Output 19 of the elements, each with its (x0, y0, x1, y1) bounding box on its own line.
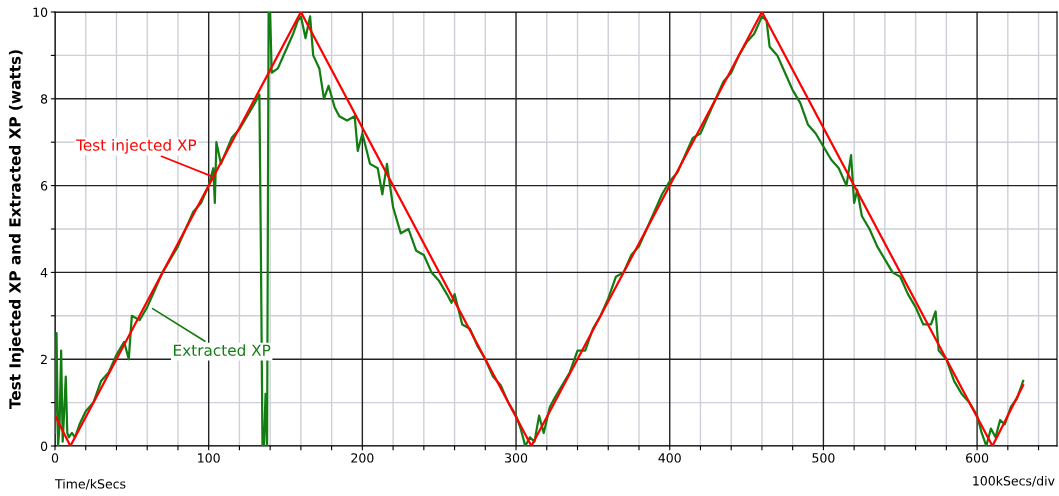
y-tick-label: 2 (41, 354, 47, 364)
y-tick-label: 8 (40, 94, 48, 104)
text: 100kSecs/div (973, 475, 1055, 487)
y-tick-label: 4 (40, 268, 48, 278)
y-tick-label: 0 (40, 441, 48, 451)
x-tick-label: 300 (505, 453, 528, 463)
x-tick-label: 500 (812, 453, 835, 463)
x-tick-label: 100 (198, 453, 220, 463)
x-tick-label: 600 (966, 453, 989, 463)
x-axis-title: Time/kSecs (54, 478, 126, 490)
annotation: Test injected XP (76, 138, 197, 154)
y-axis-title: Test Injected XP and Extracted XP (watts) (8, 50, 24, 409)
x-tick-label: 400 (658, 453, 681, 463)
y-tick-label: 6 (40, 181, 48, 191)
annotation: Extracted XP (174, 344, 271, 356)
y-tick-label: 10 (33, 7, 48, 17)
x-tick-label: 200 (351, 453, 374, 463)
x-tick-label: 0 (51, 453, 59, 463)
line-series (55, 12, 1025, 446)
